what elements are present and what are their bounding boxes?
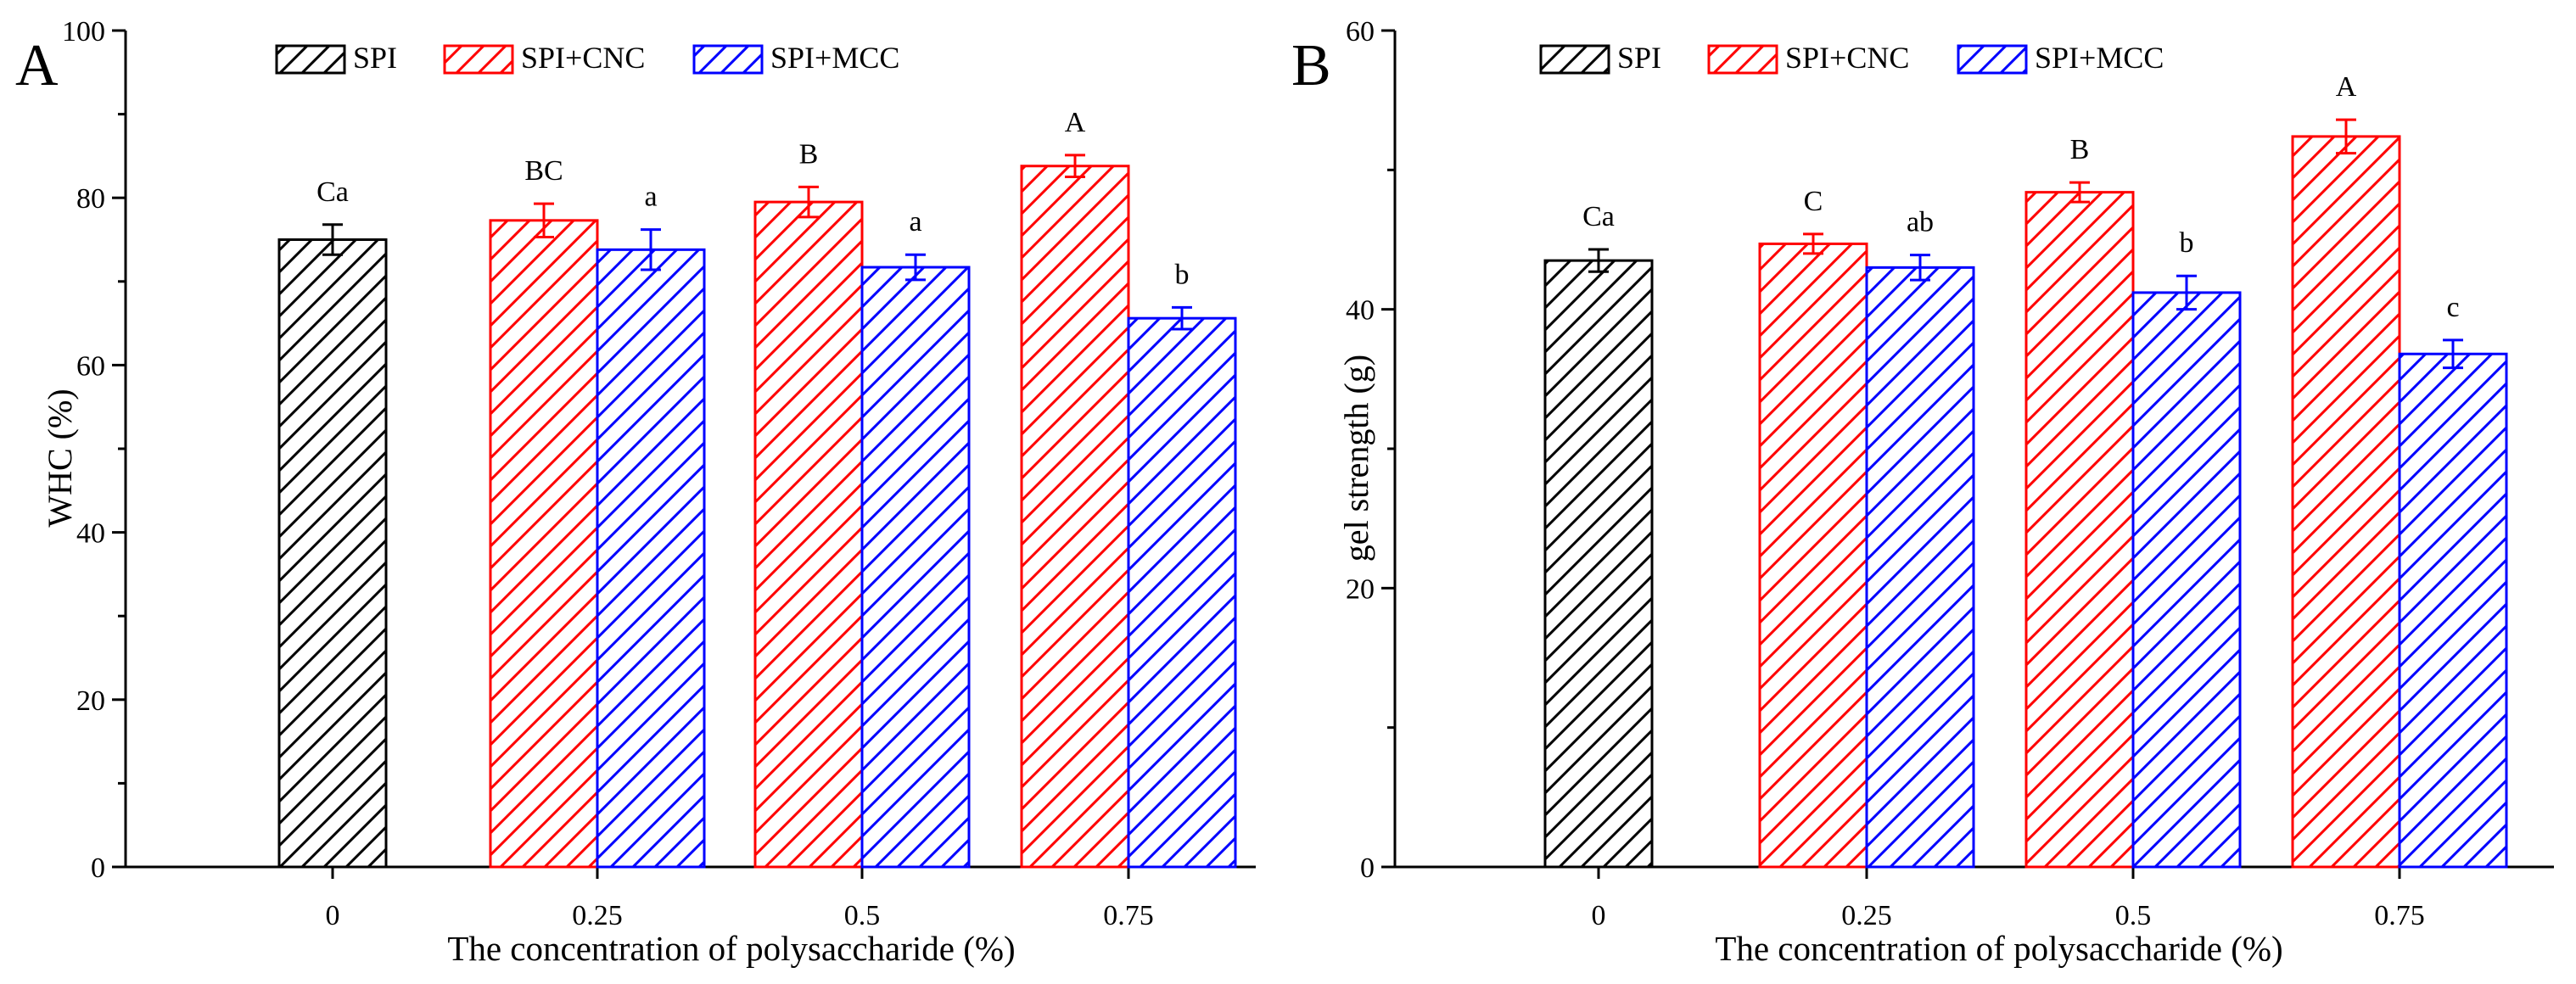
y-tick-label: 20	[76, 685, 105, 717]
bar-spi-0	[277, 238, 388, 869]
data-label-spi-mcc-0-5: a	[909, 206, 921, 238]
x-tick-label: 0	[1592, 900, 1606, 931]
data-label-spi-mcc-0-25: ab	[1907, 207, 1934, 238]
legend-label-spi: SPI	[353, 41, 397, 75]
legend-label-spi-mcc: SPI+MCC	[770, 41, 899, 75]
legend-item-spi: SPI	[275, 41, 397, 75]
legend-label-spi-cnc: SPI+CNC	[1785, 41, 1909, 75]
bar-spi-mcc-0-5	[860, 266, 971, 869]
legend: SPI SPI+CNC SPI+MCC	[275, 41, 899, 75]
bars: Ca Cab Bb Ac	[1543, 71, 2508, 869]
legend-item-spi-cnc: SPI+CNC	[1707, 41, 1909, 75]
x-tick-label: 0.25	[1841, 900, 1892, 931]
legend-item-spi-mcc: SPI+MCC	[692, 41, 899, 75]
y-tick-label: 0	[1360, 853, 1375, 884]
data-label-spi-cnc-0-25: BC	[524, 155, 563, 187]
legend-swatch-spi-cnc	[1707, 44, 1778, 75]
x-tick-label: 0.25	[572, 900, 623, 931]
y-axis-label: gel strength (g)	[1337, 355, 1375, 562]
x-tick-label: 0.75	[2374, 900, 2425, 931]
legend-item-spi: SPI	[1539, 41, 1661, 75]
y-tick-label: 100	[62, 16, 105, 48]
bar-spi-cnc-0-5	[2024, 191, 2135, 869]
legend-label-spi-mcc: SPI+MCC	[2035, 41, 2164, 75]
data-label-spi-0: Ca	[316, 176, 349, 208]
y-axis-label: WHC (%)	[41, 389, 79, 527]
chart-panel-a: A WHC (%) The concentration of polysacch…	[15, 16, 1256, 968]
bar-spi-mcc-0-25	[1865, 266, 1975, 869]
y-tick-label: 40	[76, 518, 105, 550]
legend-swatch-spi-mcc	[692, 44, 764, 75]
legend-swatch-spi	[1539, 44, 1610, 75]
x-tick-label: 0.5	[844, 900, 881, 931]
x-tick-label: 0.75	[1103, 900, 1154, 931]
bar-spi-cnc-0-25	[1758, 242, 1868, 869]
bar-spi-mcc-0-5	[2131, 291, 2242, 869]
panel-label: B	[1291, 33, 1331, 98]
legend-swatch-spi-cnc	[443, 44, 514, 75]
y-tick-label: 60	[1346, 16, 1375, 48]
panel-label: A	[15, 33, 59, 98]
bar-spi-mcc-0-75	[2398, 352, 2508, 869]
bar-spi-cnc-0-75	[1020, 165, 1130, 869]
legend-label-spi: SPI	[1617, 41, 1661, 75]
bars: Ca BC a Ba Ab	[277, 107, 1237, 869]
data-label-spi-cnc-0-25: C	[1804, 186, 1823, 217]
y-tick-label: 0	[91, 853, 105, 884]
data-label-spi-cnc-0-75: A	[1065, 107, 1086, 138]
data-label-spi-cnc-0-75: A	[2336, 71, 2357, 103]
data-label-spi-mcc-0-75: c	[2446, 292, 2459, 323]
data-label-spi-mcc-0-25: a	[644, 182, 657, 213]
bar-spi-0	[1543, 259, 1654, 869]
x-tick-label: 0	[326, 900, 340, 931]
data-label-spi-mcc-0-75: b	[1175, 259, 1190, 290]
chart-panel-b: B gel strength (g) The concentration of …	[1291, 16, 2554, 968]
data-label-spi-cnc-0-5: B	[2070, 134, 2090, 165]
y-tick-label: 60	[76, 350, 105, 382]
legend: SPI SPI+CNC SPI+MCC	[1539, 41, 2164, 75]
legend-swatch-spi-mcc	[1957, 44, 2028, 75]
legend-item-spi-mcc: SPI+MCC	[1957, 41, 2164, 75]
y-tick-label: 40	[1346, 295, 1375, 327]
bar-spi-cnc-0-75	[2291, 135, 2401, 869]
bar-spi-mcc-0-25	[596, 248, 706, 869]
y-tick-label: 80	[76, 183, 105, 215]
x-axis-label: The concentration of polysaccharide (%)	[447, 929, 1015, 968]
x-axis-label: The concentration of polysaccharide (%)	[1715, 929, 2282, 968]
data-label-spi-mcc-0-5: b	[2180, 227, 2194, 259]
data-label-spi-cnc-0-5: B	[799, 138, 819, 170]
legend-swatch-spi	[275, 44, 346, 75]
x-tick-label: 0.5	[2115, 900, 2152, 931]
bar-spi-cnc-0-25	[489, 219, 599, 869]
legend-label-spi-cnc: SPI+CNC	[521, 41, 645, 75]
legend-item-spi-cnc: SPI+CNC	[443, 41, 645, 75]
bar-spi-cnc-0-5	[753, 200, 864, 869]
bar-spi-mcc-0-75	[1127, 316, 1237, 869]
y-tick-label: 20	[1346, 573, 1375, 605]
data-label-spi-0: Ca	[1582, 201, 1615, 232]
